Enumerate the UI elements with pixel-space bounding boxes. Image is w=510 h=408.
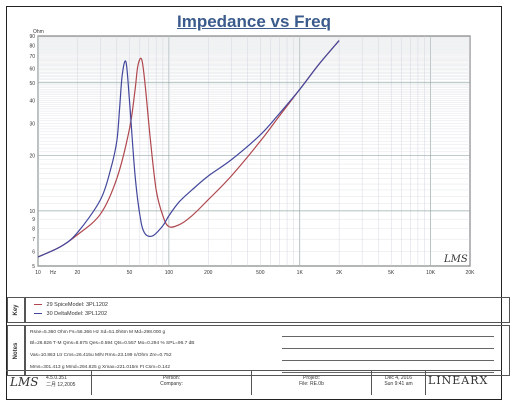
x-tick-label: 2K [336,270,343,276]
y-axis-label: Ohm [33,29,44,35]
legend-swatch-2 [34,313,42,315]
footer-brand-cell: LINEARX [426,371,502,395]
impedance-chart: 90 80 70 60 50 40 30 20 10 9 8 7 6 5 Ohm 10 20 50 100 200 50… [29,29,476,276]
y-tick-label: 6 [32,249,35,255]
plot-area [37,35,471,267]
footer-logo-cell: LMS 4.5.0.351 二月 12,2005 [6,371,92,395]
notes-side-text: Notes [13,342,19,359]
note-line-1: Rsne=5.360 Ohm Fs=56.366 Hz Sd=51.0h6m M… [30,330,166,335]
version-block: 4.5.0.351 二月 12,2005 [46,375,75,388]
lms-logo: LMS [10,375,39,389]
x-tick-label: 5K [388,270,395,276]
note-rule-3 [282,360,494,361]
x-tick-label: 100 [165,270,174,276]
note-rule-1 [282,336,494,337]
note-line-4: Mms=301.413 g Mmd=294.825 g Xmax=221.015… [30,365,170,370]
series-line-2 [37,40,340,258]
y-tick-label: 10 [29,209,35,215]
legend-item-1: 29 SpiceModel: 3PL1202 [34,302,108,308]
note-rule-2 [282,348,494,349]
y-tick-label: 90 [29,34,35,40]
project-label: Project: [303,375,320,381]
chart-title: Impedance vs Freq [176,12,331,31]
x-tick-label: 10 [35,270,41,276]
y-tick-label: 80 [29,43,35,49]
y-tick-label: 50 [29,81,35,87]
series-line-1 [37,40,340,258]
x-tick-label: 200 [204,270,213,276]
legend-side-label: Key [7,297,25,323]
x-tick-label: 500 [256,270,265,276]
date-text: Dec 4, 2016 [385,375,412,381]
y-tick-label: 20 [29,154,35,160]
legend-panel: 29 SpiceModel: 3PL1202 30 DeltaModel: 3P… [25,297,510,323]
legend-label-1: 29 SpiceModel: 3PL1202 [46,302,108,308]
footer-person-cell: Person: Company: [92,371,252,395]
notes-side-label: Notes [7,325,25,376]
y-tick-label: 5 [32,264,35,270]
legend-item-2: 30 DeltaModel: 3PL1202 [34,311,107,317]
legend-swatch-1 [34,304,42,306]
file-label: File: RE.0b [299,381,324,387]
x-tick-label: 20K [466,270,476,276]
y-tick-label: 8 [32,227,35,233]
legend-side-text: Key [13,304,19,316]
x-tick-label: 10K [426,270,436,276]
company-label: Company: [160,381,183,387]
y-tick-label: 40 [29,99,35,105]
y-tick-label: 30 [29,121,35,127]
y-tick-label: 7 [32,237,35,243]
footer-project-cell: Project: File: RE.0b [252,371,372,395]
legend-label-2: 30 DeltaModel: 3PL1202 [46,311,108,317]
lms-watermark: LMS [443,254,468,265]
person-label: Person: [162,375,181,381]
note-line-3: Vas=10.863 Ltr Cms=26.415u M/N Rms=23.19… [30,353,172,358]
footer-date-cell: Dec 4, 2016 Sun 9:41 am [372,371,426,395]
version-date: 二月 12,2005 [46,382,76,388]
footer-bar: LMS 4.5.0.351 二月 12,2005 Person: Company… [6,370,502,395]
linearx-logo: LINEARX [428,374,489,387]
note-line-2: Bl=26.826 T·M Qms=8.875 Qes=0.594 Qts=0.… [30,341,195,346]
y-tick-label: 9 [32,217,35,223]
notes-panel: Rsne=5.360 Ohm Fs=56.366 Hz Sd=51.0h6m M… [25,325,510,376]
y-tick-label: 60 [29,66,35,72]
x-tick-label: 20 [75,270,81,276]
version-text: 4.5.0.351 [46,375,67,381]
note-rule-4 [282,372,494,373]
x-tick-label: 50 [127,270,133,276]
time-text: Sun 9:41 am [384,381,413,387]
x-unit-label: Hz [50,270,57,276]
x-tick-label: 1K [297,270,304,276]
y-tick-label: 70 [29,54,35,60]
